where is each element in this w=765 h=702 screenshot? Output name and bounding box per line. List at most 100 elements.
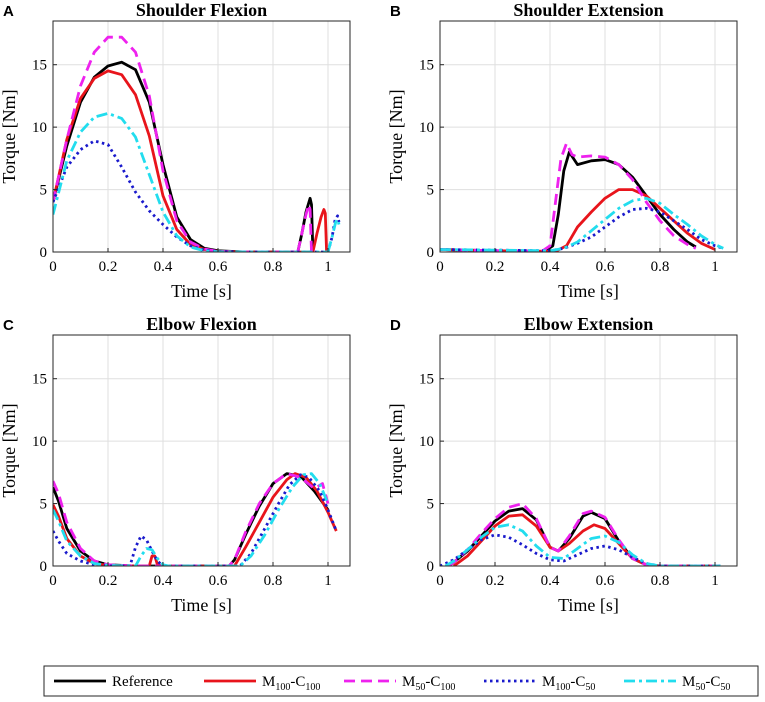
legend-label: Reference <box>112 674 173 690</box>
x-tick-label: 0.6 <box>209 259 228 275</box>
legend-label-part: Reference <box>112 674 173 690</box>
x-tick-label: 0.4 <box>154 259 173 275</box>
y-tick-label: 5 <box>40 497 48 513</box>
series-line <box>326 218 341 252</box>
series-line <box>440 196 724 252</box>
y-tick-label: 15 <box>419 372 434 388</box>
series-line <box>440 150 697 252</box>
legend-label-part: 50 <box>415 682 425 693</box>
x-tick-label: 0.4 <box>541 573 560 589</box>
y-tick-label: 10 <box>419 120 434 136</box>
legend-item: M100-C100 <box>204 674 320 693</box>
x-tick-label: 0 <box>436 259 444 275</box>
y-tick-label: 10 <box>32 120 47 136</box>
y-tick-label: 5 <box>40 183 48 199</box>
series-line <box>296 203 313 252</box>
y-tick-label: 0 <box>427 245 435 261</box>
x-tick-label: 1 <box>324 573 332 589</box>
y-tick-label: 10 <box>32 434 47 450</box>
x-tick-label: 0.8 <box>264 259 283 275</box>
x-tick-label: 0.8 <box>264 573 283 589</box>
x-tick-label: 0.2 <box>486 259 505 275</box>
legend-label-part: 50 <box>695 682 705 693</box>
series-line <box>440 142 697 252</box>
legend-item: Reference <box>54 674 173 690</box>
series-line <box>53 112 328 252</box>
x-tick-label: 0.4 <box>154 573 173 589</box>
legend-label-part: -C <box>705 674 720 690</box>
panel-letter: B <box>390 3 401 20</box>
panel-letter: A <box>3 3 14 20</box>
legend-label-part: -C <box>290 674 305 690</box>
y-tick-label: 15 <box>32 58 47 74</box>
legend-label-part: -C <box>570 674 585 690</box>
x-axis-label: Time [s] <box>558 595 619 615</box>
y-tick-label: 10 <box>419 434 434 450</box>
legend-item: M100-C50 <box>484 674 595 693</box>
legend-label: M100-C100 <box>262 674 320 693</box>
panel-letter: C <box>3 317 14 334</box>
y-tick-label: 5 <box>427 497 435 513</box>
x-tick-label: 0.4 <box>541 259 560 275</box>
legend-label-part: 100 <box>555 682 570 693</box>
series-line <box>296 196 315 252</box>
x-tick-label: 1 <box>711 259 719 275</box>
series-line <box>53 472 330 566</box>
plot-area <box>53 21 350 252</box>
x-axis-label: Time [s] <box>558 281 619 301</box>
legend-item: M50-C100 <box>344 674 455 693</box>
y-axis-label: Torque [Nm] <box>0 89 19 183</box>
panel-title: Shoulder Flexion <box>136 0 267 20</box>
legend-item: M50-C50 <box>624 674 730 693</box>
series-line <box>311 208 328 252</box>
series-line <box>447 502 721 566</box>
axes-frame <box>439 334 738 567</box>
y-tick-label: 0 <box>40 245 48 261</box>
x-tick-label: 0.2 <box>99 573 118 589</box>
legend-label-part: M <box>542 674 555 690</box>
x-tick-label: 0.6 <box>209 573 228 589</box>
panel-title: Elbow Flexion <box>146 314 257 334</box>
y-tick-label: 0 <box>427 559 435 575</box>
plot-area <box>53 335 350 566</box>
legend-label-part: 100 <box>305 682 320 693</box>
y-tick-label: 15 <box>32 372 47 388</box>
axes-frame <box>52 334 351 567</box>
x-tick-label: 1 <box>711 573 719 589</box>
y-tick-label: 5 <box>427 183 435 199</box>
x-axis-label: Time [s] <box>171 281 232 301</box>
x-tick-label: 0 <box>49 573 57 589</box>
y-axis-label: Torque [Nm] <box>386 403 406 497</box>
legend-label: M100-C50 <box>542 674 595 693</box>
x-tick-label: 0 <box>49 259 57 275</box>
axes-frame <box>52 20 351 253</box>
x-tick-label: 1 <box>324 259 332 275</box>
legend-label: M50-C50 <box>682 674 730 693</box>
panel-title: Elbow Extension <box>524 314 654 334</box>
x-tick-label: 0.6 <box>596 259 615 275</box>
x-tick-label: 0.6 <box>596 573 615 589</box>
x-tick-label: 0.8 <box>651 259 670 275</box>
x-tick-label: 0.8 <box>651 573 670 589</box>
legend-label-part: 50 <box>585 682 595 693</box>
legend-label-part: 100 <box>440 682 455 693</box>
y-axis-label: Torque [Nm] <box>0 403 19 497</box>
panel-letter: D <box>390 317 401 334</box>
x-axis-label: Time [s] <box>171 595 232 615</box>
legend-label-part: M <box>682 674 695 690</box>
x-tick-label: 0.2 <box>486 573 505 589</box>
x-tick-label: 0 <box>436 573 444 589</box>
legend-label: M50-C100 <box>402 674 455 693</box>
series-line <box>444 523 721 566</box>
legend-label-part: M <box>402 674 415 690</box>
panel-title: Shoulder Extension <box>513 0 663 20</box>
y-tick-label: 0 <box>40 559 48 575</box>
plot-area <box>440 21 737 252</box>
y-tick-label: 15 <box>419 58 434 74</box>
axes-frame <box>439 20 738 253</box>
